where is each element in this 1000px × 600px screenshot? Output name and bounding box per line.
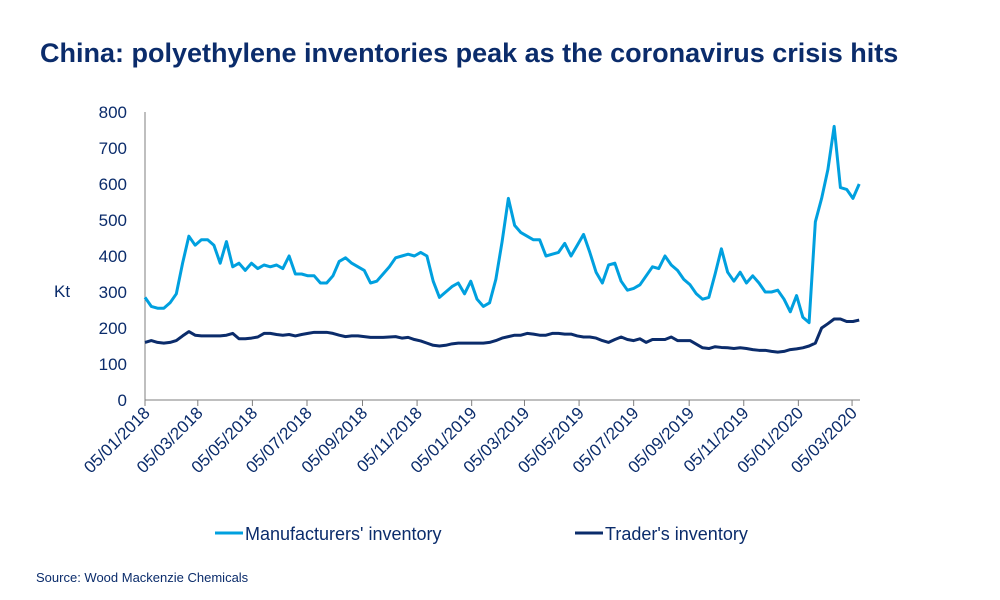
y-tick-label: 300 [99, 283, 127, 302]
legend-label: Manufacturers' inventory [245, 524, 442, 544]
chart-title: China: polyethylene inventories peak as … [40, 38, 899, 68]
source-note: Source: Wood Mackenzie Chemicals [36, 570, 249, 585]
legend-label: Trader's inventory [605, 524, 748, 544]
y-tick-label: 100 [99, 355, 127, 374]
y-axis-label: Kt [54, 282, 70, 301]
y-tick-label: 500 [99, 211, 127, 230]
y-tick-label: 600 [99, 175, 127, 194]
series-line-manufacturers [143, 124, 861, 325]
series-line-traders [144, 317, 860, 354]
y-tick-label: 200 [99, 319, 127, 338]
y-tick-label: 400 [99, 247, 127, 266]
y-tick-label: 0 [118, 391, 127, 410]
y-tick-label: 700 [99, 139, 127, 158]
y-tick-label: 800 [99, 103, 127, 122]
